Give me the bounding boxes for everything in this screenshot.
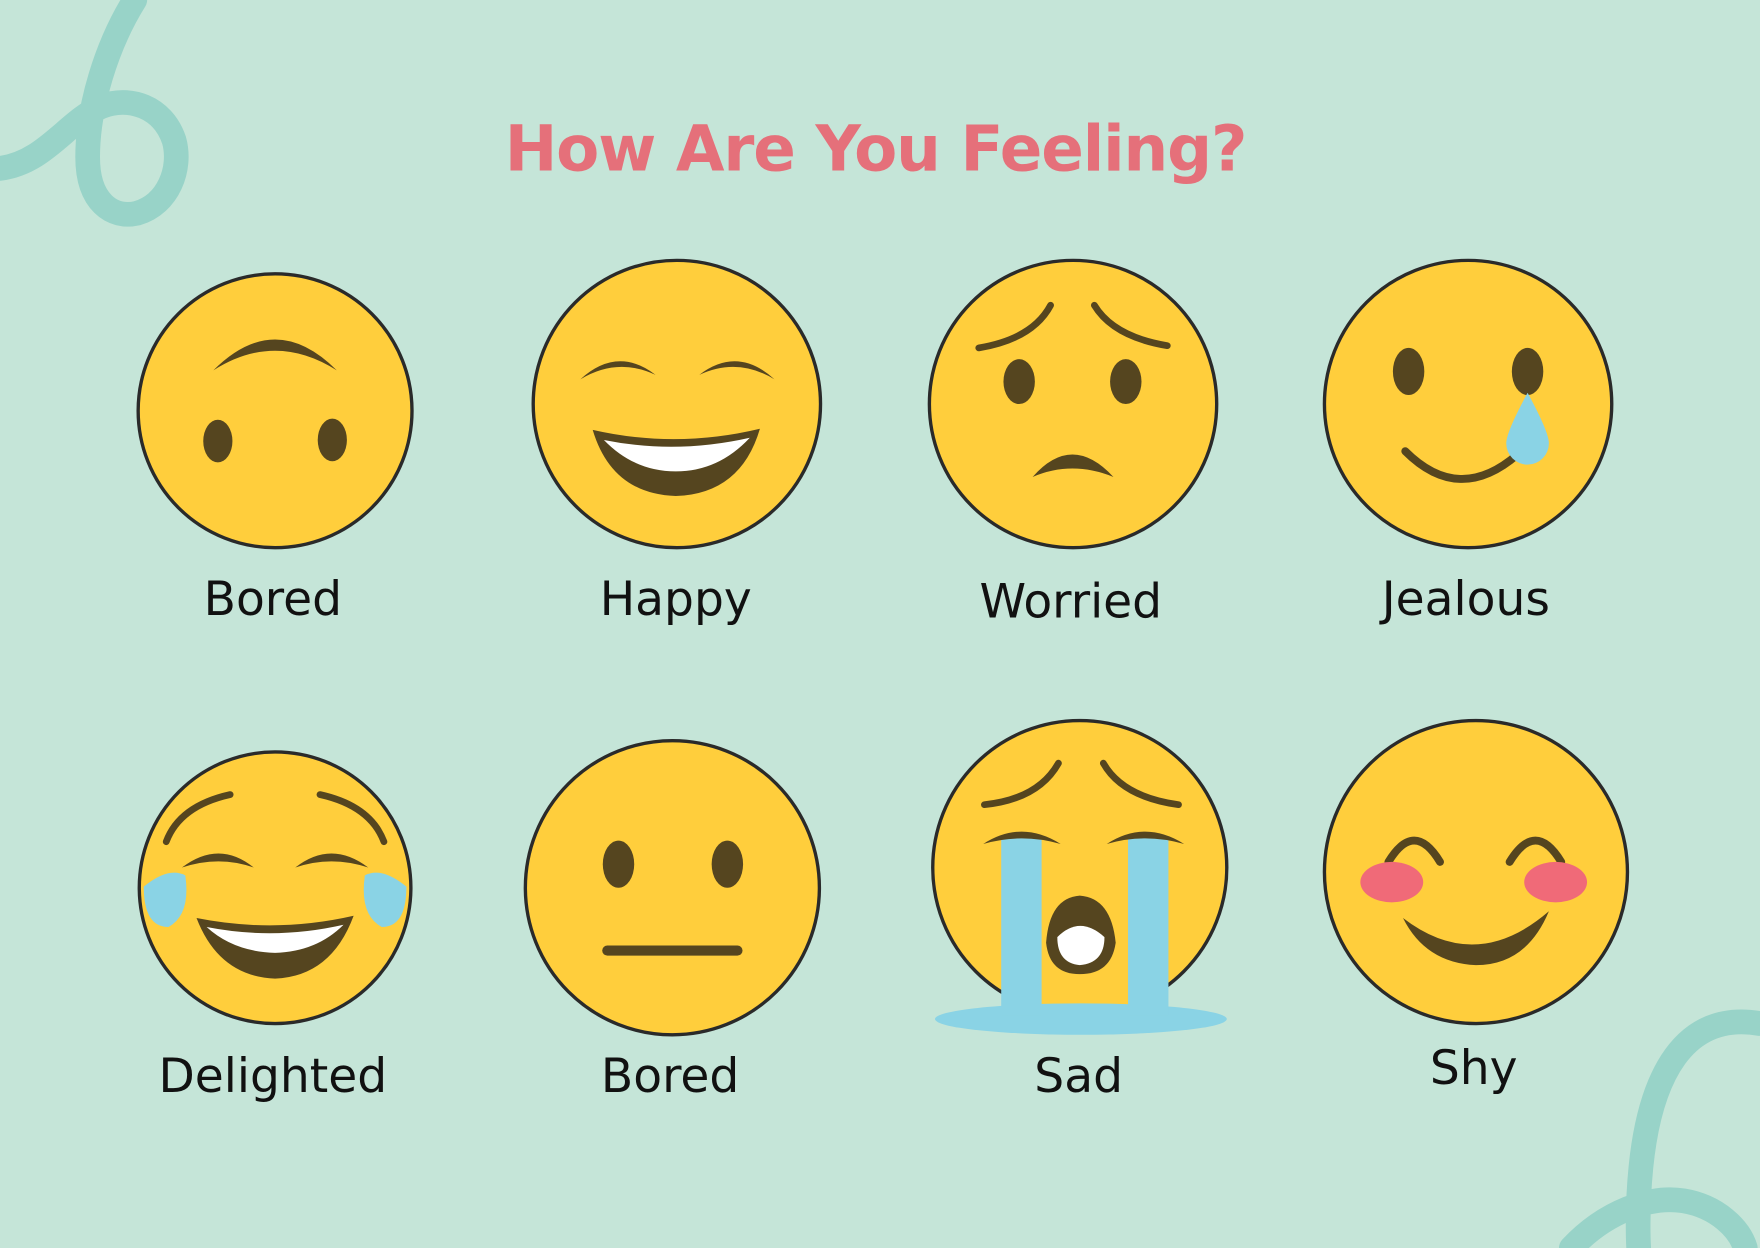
worried-face-icon: [927, 258, 1219, 550]
emotion-label: Worried: [979, 574, 1162, 629]
tears-of-joy-face-icon: [137, 750, 413, 1026]
emotion-label: Sad: [1034, 1049, 1123, 1104]
crying-face-icon: [931, 718, 1229, 1035]
emotion-label: Shy: [1430, 1041, 1518, 1096]
smiling-tear-face-icon: [1322, 258, 1614, 550]
page-title: How Are You Feeling?: [505, 113, 1247, 186]
emotion-label: Jealous: [1379, 572, 1550, 627]
emotion-label: Bored: [204, 572, 342, 627]
squiggle-decoration: [0, 0, 189, 227]
emotion-label: Delighted: [159, 1049, 388, 1104]
neutral-face-icon: [523, 739, 822, 1037]
emotion-label: Happy: [600, 572, 752, 627]
upside-down-face-icon: [136, 272, 414, 550]
emotion-label: Bored: [601, 1049, 739, 1104]
squiggle-decoration: [1558, 1009, 1760, 1248]
blushing-face-icon: [1322, 718, 1630, 1026]
grinning-squinting-face-icon: [531, 258, 823, 550]
